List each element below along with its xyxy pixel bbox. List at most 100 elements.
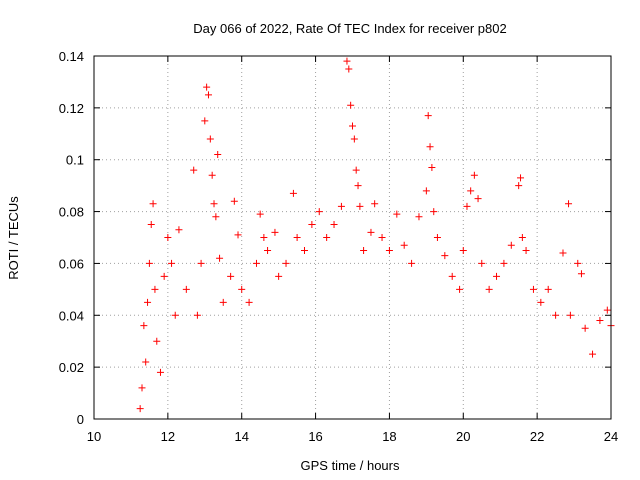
data-point [140,322,148,330]
data-point [349,122,356,130]
data-point [330,221,338,229]
data-point [517,174,525,182]
x-tick-label: 12 [161,429,175,444]
data-point [337,202,345,210]
data-point [212,213,220,221]
data-point [393,210,401,218]
data-point [577,270,585,278]
data-point [219,298,227,306]
data-point [441,252,449,260]
data-point [300,246,308,254]
data-point [589,350,597,358]
data-point [193,311,201,319]
y-tick-label: 0.06 [59,256,84,271]
data-point [144,298,152,306]
data-point [227,272,235,280]
data-point [282,259,290,267]
data-point [493,272,501,280]
data-point [603,306,611,314]
data-point [156,368,164,376]
chart-title: Day 066 of 2022, Rate Of TEC Index for r… [193,21,506,36]
data-point [565,200,573,208]
x-tick-label: 24 [604,429,618,444]
data-point [430,208,438,216]
data-point [354,182,362,190]
y-tick-label: 0.1 [66,153,84,168]
data-point [204,91,212,99]
data-point [522,246,530,254]
x-tick-label: 10 [87,429,101,444]
data-point [456,285,464,293]
data-point [537,298,545,306]
x-tick-label: 16 [308,429,322,444]
x-tick-label: 14 [234,429,248,444]
data-point [529,285,537,293]
y-axis-ticks: 0 0.02 0.04 0.06 0.08 0.1 0.12 0.14 [59,49,611,427]
data-point [164,234,172,241]
data-point [175,226,183,234]
data-point [415,213,423,221]
data-point [245,298,253,306]
x-tick-label: 20 [456,429,470,444]
y-tick-label: 0.12 [59,101,84,116]
grid [94,56,611,419]
data-point [424,112,432,120]
y-tick-label: 0.08 [59,205,84,220]
data-point [264,246,272,254]
data-point [467,187,475,195]
data-point [182,285,190,293]
data-point [275,272,283,280]
data-point [160,272,168,280]
x-tick-label: 22 [530,429,544,444]
data-point [234,231,242,239]
data-point [149,200,157,208]
data-point [422,187,430,195]
data-point [485,285,493,293]
data-point [252,259,260,267]
data-point [147,221,155,229]
data-point [208,171,216,179]
data-point [203,83,211,91]
data-point [145,259,153,267]
data-point [356,202,364,210]
data-point [463,202,471,210]
data-point [256,210,264,218]
data-point [230,197,238,205]
data-point [371,200,379,208]
data-point [574,259,582,267]
data-point [293,234,301,241]
data-point [400,241,408,249]
data-point [323,234,331,241]
y-tick-label: 0 [77,412,84,427]
plot-frame [93,55,612,420]
data-points [136,57,615,413]
data-point [474,195,482,203]
data-point [210,200,218,208]
data-point [168,259,176,267]
data-point [408,259,416,267]
data-point [581,324,589,332]
data-point [552,311,560,319]
data-point [470,171,478,179]
data-point [343,57,351,65]
data-point [289,189,297,197]
data-point [271,228,279,236]
y-tick-label: 0.14 [59,49,84,64]
data-point [345,65,353,73]
data-point [347,101,355,109]
data-point [426,143,434,151]
data-point [171,311,179,319]
y-tick-label: 0.02 [59,360,84,375]
data-point [151,285,159,293]
data-point [433,234,441,241]
data-point [367,228,375,236]
data-point [142,358,150,366]
data-point [206,135,214,143]
x-tick-label: 18 [382,429,396,444]
data-point [360,246,368,254]
data-point [544,285,552,293]
data-point [428,163,436,171]
data-point [559,249,567,257]
data-point [238,285,246,293]
